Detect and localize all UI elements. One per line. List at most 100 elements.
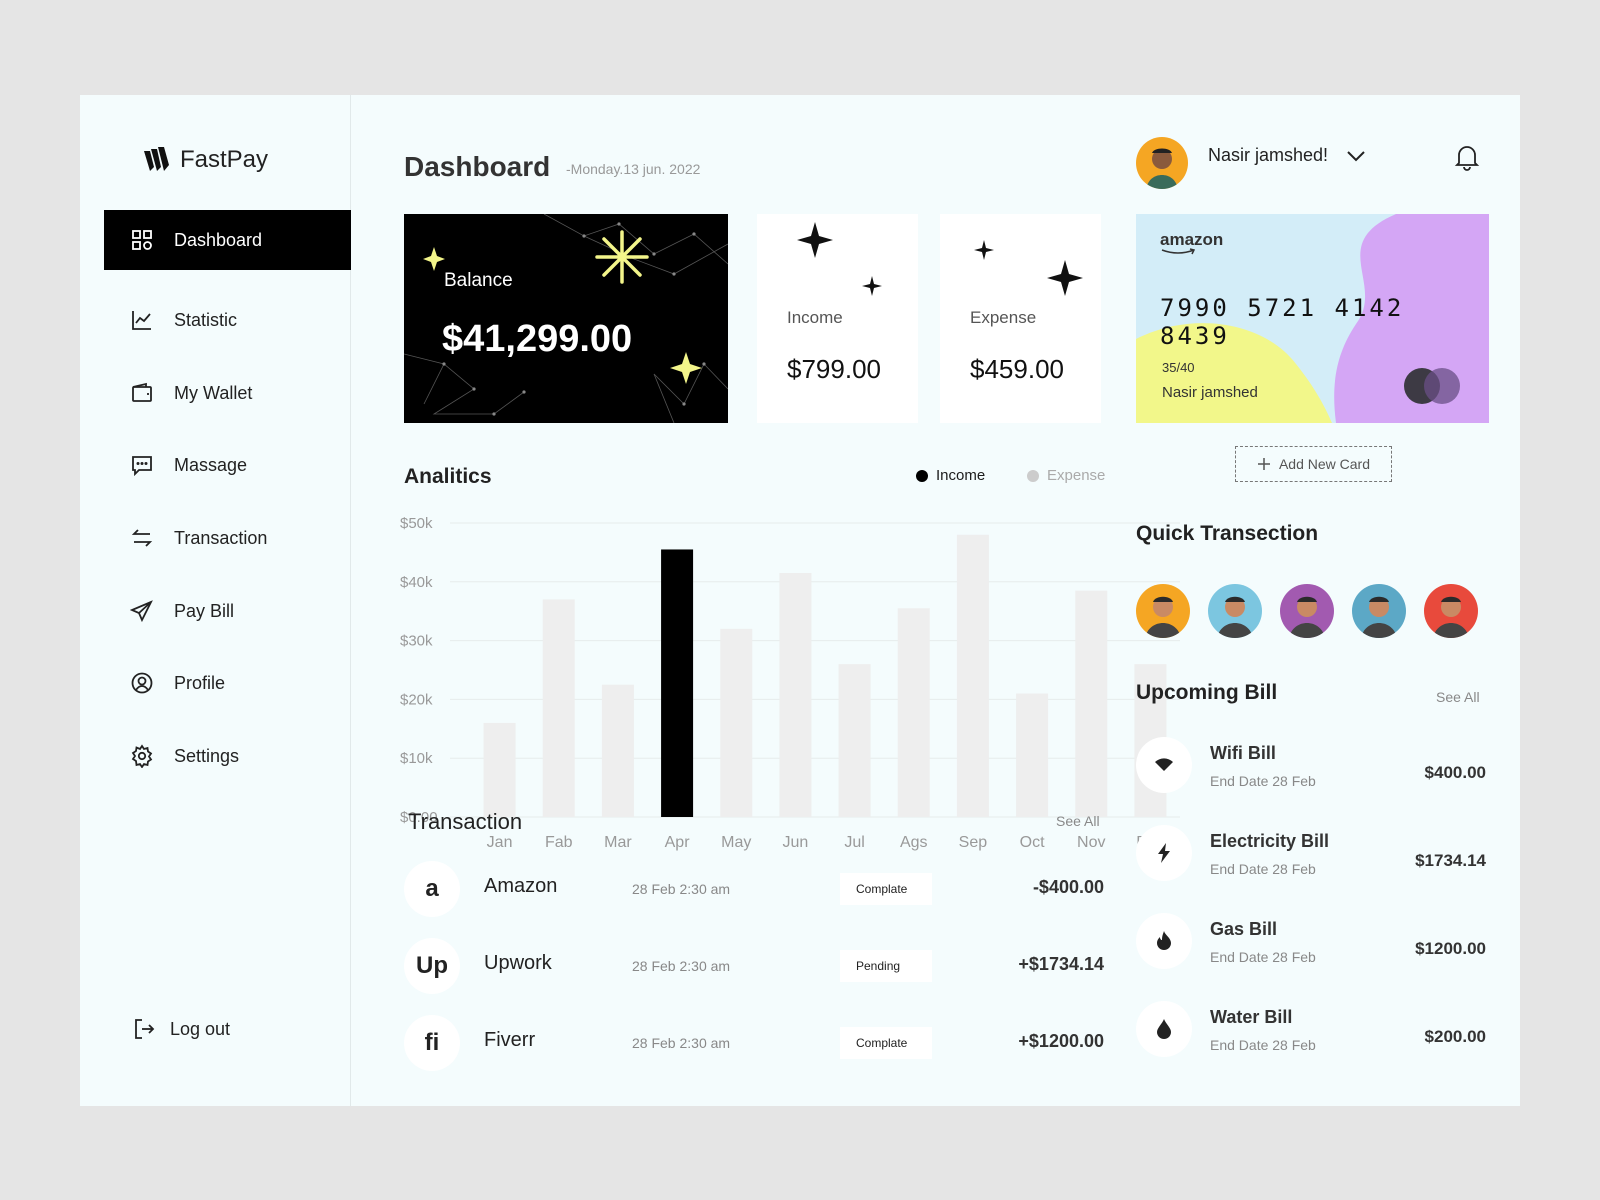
- bar-fab[interactable]: [542, 599, 575, 817]
- quick-transaction-avatar[interactable]: [1208, 584, 1262, 638]
- sidebar-item-massage[interactable]: Massage: [104, 435, 351, 495]
- tx-name: Amazon: [484, 875, 558, 897]
- tx-date: 28 Feb 2:30 am: [632, 1035, 731, 1051]
- table-row[interactable]: fi Fiverr 28 Feb 2:30 am Complate +$1200…: [404, 1015, 1104, 1075]
- y-tick-label: $0.00: [400, 809, 438, 826]
- sidebar-item-dashboard[interactable]: Dashboard: [104, 210, 351, 270]
- quick-transaction-avatar[interactable]: [1136, 584, 1190, 638]
- bar-apr[interactable]: [661, 549, 694, 817]
- star-icon: [974, 240, 1083, 296]
- chevron-down-icon[interactable]: [1346, 149, 1366, 163]
- bills-see-all-link[interactable]: See All: [1436, 689, 1480, 705]
- avatar-person-icon: [1289, 596, 1325, 638]
- bar-sep[interactable]: [956, 534, 989, 817]
- x-tick-label: Sep: [959, 834, 988, 851]
- list-item[interactable]: Gas Bill End Date 28 Feb $1200.00: [1136, 913, 1496, 973]
- amazon-icon: a: [404, 861, 460, 917]
- income-value: $799.00: [787, 354, 881, 384]
- bar-jul[interactable]: [838, 664, 871, 817]
- arrows-swap-icon: [131, 529, 153, 547]
- bar-jun[interactable]: [779, 572, 812, 817]
- star-icon: [797, 222, 882, 296]
- table-row[interactable]: Up Upwork 28 Feb 2:30 am Pending +$1734.…: [404, 938, 1104, 998]
- quick-transaction-title: Quick Transection: [1136, 522, 1319, 545]
- expense-value: $459.00: [970, 354, 1064, 384]
- sidebar-item-label: Pay Bill: [174, 600, 235, 621]
- sidebar-item-pay-bill[interactable]: Pay Bill: [104, 581, 351, 641]
- lightning-icon: [1136, 825, 1192, 881]
- list-item[interactable]: Water Bill End Date 28 Feb $200.00: [1136, 1001, 1496, 1061]
- avatar-person-icon: [1146, 148, 1178, 189]
- quick-transaction-avatar[interactable]: [1280, 584, 1334, 638]
- x-tick-label: Nov: [1077, 834, 1105, 851]
- logout-label: Log out: [170, 1018, 231, 1039]
- bill-name: Gas Bill: [1210, 919, 1278, 939]
- grid-icon: [132, 230, 152, 250]
- bill-date: End Date 28 Feb: [1210, 861, 1316, 877]
- quick-transaction-avatar[interactable]: [1352, 584, 1406, 638]
- sidebar-item-label: Dashboard: [174, 229, 263, 250]
- income-card[interactable]: Income $799.00: [757, 214, 918, 423]
- credit-card[interactable]: amazon 7990 5721 4142 8439 35/40 Nasir j…: [1136, 214, 1489, 423]
- balance-value: $41,299.00: [442, 318, 633, 360]
- legend-expense[interactable]: Expense: [1027, 467, 1105, 484]
- list-item[interactable]: Wifi Bill End Date 28 Feb $400.00: [1136, 737, 1496, 797]
- bill-name: Water Bill: [1210, 1007, 1293, 1027]
- page-date: -Monday.13 jun. 2022: [566, 161, 701, 177]
- card-expiry: 35/40: [1162, 360, 1195, 375]
- flame-icon: [1136, 913, 1192, 969]
- x-tick-label: Jul: [844, 834, 864, 851]
- sparkle-icon: [595, 230, 649, 284]
- add-new-card-button[interactable]: Add New Card: [1235, 446, 1392, 482]
- tx-name: Upwork: [484, 952, 552, 974]
- logout-button[interactable]: Log out: [132, 1017, 230, 1041]
- bill-date: End Date 28 Feb: [1210, 949, 1316, 965]
- transactions-see-all-link[interactable]: See All: [1056, 813, 1100, 829]
- tx-date: 28 Feb 2:30 am: [632, 881, 731, 897]
- list-item[interactable]: Electricity Bill End Date 28 Feb $1734.1…: [1136, 825, 1496, 885]
- x-tick-label: May: [721, 834, 751, 851]
- user-name[interactable]: Nasir jamshed!: [1208, 145, 1329, 165]
- balance-card[interactable]: Balance $41,299.00: [404, 214, 728, 423]
- bar-ags[interactable]: [897, 608, 930, 817]
- fiverr-icon: fi: [404, 1015, 460, 1071]
- analytics-title: Analitics: [404, 465, 492, 488]
- bill-name: Wifi Bill: [1210, 743, 1276, 763]
- legend-dot: [1027, 469, 1039, 482]
- quick-transaction-avatar[interactable]: [1424, 584, 1478, 638]
- sidebar-item-label: Profile: [174, 672, 226, 693]
- sidebar-item-my-wallet[interactable]: My Wallet: [104, 363, 351, 423]
- sidebar-item-profile[interactable]: Profile: [104, 653, 351, 713]
- sidebar-item-label: Settings: [174, 745, 240, 766]
- balance-label: Balance: [444, 270, 513, 291]
- user-avatar[interactable]: [1136, 137, 1188, 189]
- y-tick-label: $10k: [400, 750, 433, 767]
- legend-income[interactable]: Income: [916, 467, 985, 484]
- sidebar-item-settings[interactable]: Settings: [104, 726, 351, 786]
- bill-amount: $200.00: [1424, 1027, 1486, 1046]
- table-row[interactable]: a Amazon 28 Feb 2:30 am Complate -$400.0…: [404, 861, 1104, 921]
- star-icon: [670, 352, 702, 384]
- bar-may[interactable]: [720, 628, 753, 817]
- x-tick-label: Jun: [783, 834, 809, 851]
- x-tick-label: Oct: [1020, 834, 1045, 851]
- bar-mar[interactable]: [601, 684, 634, 817]
- paper-plane-icon: [130, 600, 153, 623]
- bar-nov[interactable]: [1075, 590, 1108, 817]
- water-drop-icon: [1136, 1001, 1192, 1057]
- analytics-bar-chart: $0.00 $10k $20k $30k $40k $50k Jan Fab Mar Apr May…: [400, 515, 1180, 851]
- bar-oct[interactable]: [1016, 693, 1049, 817]
- logo[interactable]: FastPay: [142, 145, 268, 175]
- user-circle-icon: [131, 672, 153, 694]
- legend-income-label: Income: [936, 467, 986, 484]
- bell-icon[interactable]: [1454, 143, 1480, 171]
- x-tick-label: Jan: [487, 834, 513, 851]
- legend-expense-label: Expense: [1047, 467, 1106, 484]
- expense-card[interactable]: Expense $459.00: [940, 214, 1101, 423]
- sidebar-item-transaction[interactable]: Transaction: [104, 508, 351, 568]
- status-badge: Pending: [840, 950, 932, 982]
- bar-jan[interactable]: [483, 722, 516, 817]
- y-tick-label: $50k: [400, 515, 433, 532]
- sidebar-item-statistic[interactable]: Statistic: [104, 290, 351, 350]
- constellation-decoration: [404, 214, 728, 423]
